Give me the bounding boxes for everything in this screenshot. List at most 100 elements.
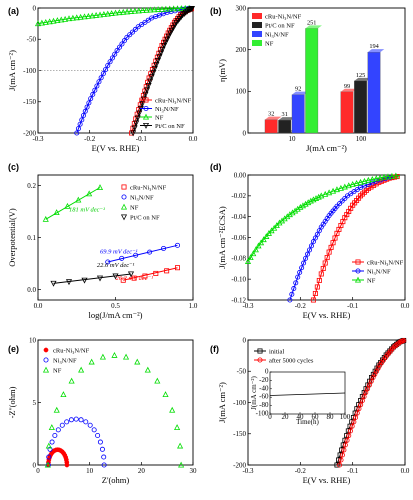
data-point (139, 7, 146, 14)
bar-top (367, 49, 385, 53)
bar (340, 91, 354, 134)
data-point (83, 419, 89, 425)
series (45, 416, 107, 468)
legend-marker (43, 347, 49, 353)
legend-entry: cRu-Ni₃N/NF (53, 347, 90, 354)
y-tick-label: 10 (29, 336, 37, 344)
series-line (339, 339, 406, 466)
x-tick-label: 0 (36, 467, 40, 475)
data-point (100, 11, 107, 17)
data-point (135, 7, 142, 14)
bar-top (291, 91, 309, 95)
data-point (337, 184, 344, 191)
data-point (371, 182, 377, 188)
data-point (299, 265, 305, 271)
data-point (188, 5, 196, 12)
data-point (88, 96, 94, 102)
data-point (79, 117, 85, 123)
x-axis-label: E(V vs. RHE) (303, 310, 351, 320)
data-point (60, 391, 67, 398)
inset-x-tick-label: 100 (340, 413, 351, 421)
data-point (318, 192, 325, 199)
x-tick-label: -0.2 (295, 302, 307, 310)
data-point (344, 437, 350, 443)
data-point (353, 414, 359, 420)
data-point (334, 462, 340, 468)
data-point (165, 33, 172, 40)
data-point (339, 452, 345, 458)
data-point (80, 113, 86, 119)
data-point (85, 12, 92, 19)
data-point (97, 439, 103, 445)
x-tick-label: -0.3 (242, 467, 254, 475)
data-point (292, 207, 299, 214)
x-tick-label: 1.0 (189, 302, 198, 310)
bar-top (305, 25, 322, 29)
data-point (310, 196, 317, 203)
legend-entry: NF (130, 204, 139, 211)
data-point (308, 243, 314, 249)
data-point (252, 246, 259, 253)
data-point (258, 239, 265, 246)
data-point (101, 462, 107, 468)
x-tick-label: -0.1 (347, 302, 359, 310)
data-point (100, 71, 106, 77)
inset-x-tick-label: 40 (297, 413, 305, 421)
data-point (134, 358, 141, 365)
data-point (295, 274, 301, 280)
data-point (81, 277, 88, 284)
y-tick-label: 0.00 (234, 171, 247, 179)
plot-frame (247, 7, 406, 134)
legend-entry: after 5000 cycles (269, 357, 314, 364)
data-point (354, 410, 360, 416)
data-point (34, 20, 42, 27)
data-point (171, 22, 178, 29)
legend-entry: NF (155, 114, 164, 121)
data-point (69, 14, 76, 21)
bar-value-label: 251 (307, 19, 316, 26)
data-point (345, 182, 352, 189)
data-point (373, 175, 380, 182)
inset-frame (269, 371, 346, 415)
data-point (333, 186, 341, 193)
y-tick-label: -200 (23, 129, 36, 137)
data-point (247, 254, 254, 261)
data-point (166, 5, 173, 12)
data-point (162, 391, 169, 398)
data-point (59, 422, 65, 428)
data-point (162, 39, 169, 46)
data-point (130, 29, 136, 35)
series (334, 337, 407, 468)
x-tick-label: 10 (86, 467, 94, 475)
y-axis-label: -Z''(ohm) (7, 386, 17, 418)
data-point (65, 15, 73, 22)
series (244, 172, 400, 264)
data-point (87, 422, 93, 428)
legend-entry: Ni₃N/NF (130, 194, 154, 201)
data-point (392, 172, 399, 179)
legend-entry: Ni₃N/NF (367, 268, 391, 275)
data-point (98, 75, 104, 81)
y-axis-label: J(mA cm⁻²) (7, 50, 17, 91)
data-point (112, 51, 118, 57)
data-point (44, 461, 51, 468)
x-axis-label: J(mA cm⁻²) (306, 143, 347, 153)
panel-b: 0 100 200 300 J(mA cm⁻²) η(mV) (b) 10 32 31 92 251 1… (210, 4, 406, 153)
bar (264, 119, 278, 134)
data-point (361, 177, 368, 184)
y-tick-label: -100 (233, 399, 246, 407)
y-tick-label: 0 (243, 129, 247, 137)
legend-marker (143, 97, 149, 103)
data-point (244, 258, 252, 264)
legend-entry: Pt/C on NF (155, 123, 185, 130)
data-point (139, 101, 146, 107)
legend-marker (121, 194, 127, 200)
legend-entry: Ni₃N/NF (155, 106, 179, 113)
series-line (289, 175, 395, 301)
y-tick-label: 0.1 (27, 234, 36, 242)
data-point (77, 13, 84, 20)
data-point (82, 108, 88, 114)
legend-swatch (252, 31, 262, 37)
data-point (289, 209, 296, 216)
